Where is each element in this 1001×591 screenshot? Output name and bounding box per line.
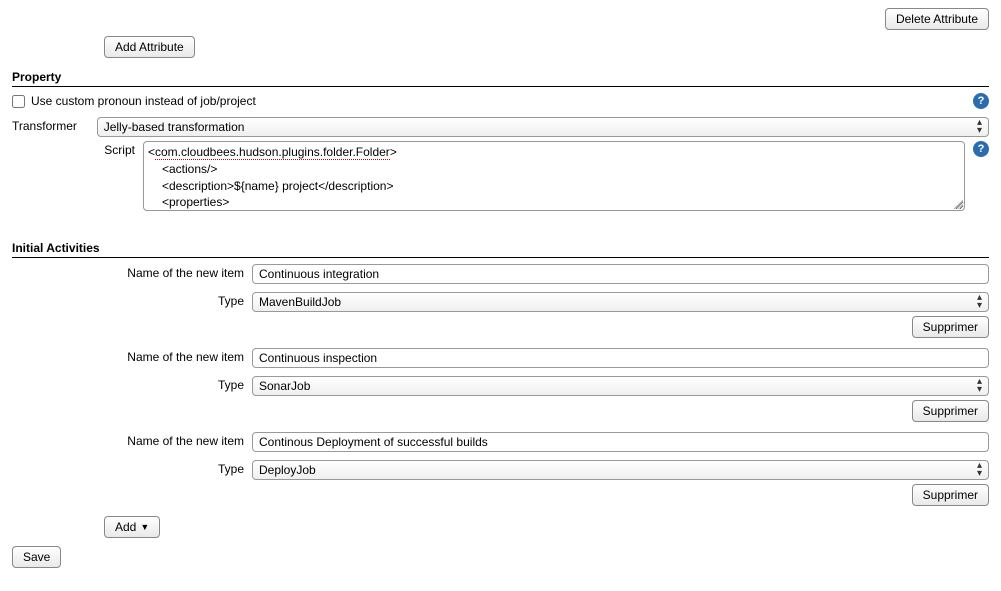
select-caret-icon: ▴▾	[977, 462, 982, 478]
script-line: <com.cloudbees.hudson.plugins.folder.Fol…	[148, 144, 960, 161]
select-caret-icon: ▴▾	[977, 378, 982, 394]
activity-block: Name of the new item Type SonarJob ▴▾ Suppri…	[12, 348, 989, 422]
activity-name-input[interactable]	[252, 264, 989, 284]
activity-type-value: SonarJob	[259, 379, 310, 393]
save-button[interactable]: Save	[12, 546, 61, 568]
transformer-select[interactable]: Jelly-based transformation ▴▾	[97, 117, 989, 137]
supprimer-button[interactable]: Supprimer	[912, 316, 989, 338]
transformer-selected-value: Jelly-based transformation	[104, 120, 245, 134]
resize-handle-icon[interactable]	[953, 199, 963, 209]
add-button-label: Add	[115, 520, 136, 534]
activity-block: Name of the new item Type MavenBuildJob ▴▾ S…	[12, 264, 989, 338]
supprimer-button[interactable]: Supprimer	[912, 484, 989, 506]
delete-attribute-button[interactable]: Delete Attribute	[885, 8, 989, 30]
activity-name-input[interactable]	[252, 348, 989, 368]
type-label: Type	[12, 292, 252, 308]
type-label: Type	[12, 460, 252, 476]
section-initial-activities-heading: Initial Activities	[12, 241, 989, 258]
select-caret-icon: ▴▾	[977, 294, 982, 310]
add-attribute-button[interactable]: Add Attribute	[104, 36, 195, 58]
activity-type-value: MavenBuildJob	[259, 295, 341, 309]
use-custom-pronoun-checkbox[interactable]	[12, 95, 25, 108]
script-line: <description>${name} project</descriptio…	[148, 178, 960, 195]
type-label: Type	[12, 376, 252, 392]
help-icon[interactable]: ?	[973, 141, 989, 157]
select-caret-icon: ▴▾	[977, 119, 982, 135]
script-line: <properties>	[148, 194, 960, 211]
dropdown-caret-icon: ▼	[140, 522, 149, 532]
use-custom-pronoun-label: Use custom pronoun instead of job/projec…	[31, 94, 959, 108]
name-of-new-item-label: Name of the new item	[12, 348, 252, 364]
transformer-label: Transformer	[12, 117, 97, 133]
script-line: <actions/>	[148, 161, 960, 178]
name-of-new-item-label: Name of the new item	[12, 264, 252, 280]
activity-type-select[interactable]: DeployJob ▴▾	[252, 460, 989, 480]
help-icon[interactable]: ?	[973, 93, 989, 109]
activity-type-value: DeployJob	[259, 463, 316, 477]
add-activity-button[interactable]: Add ▼	[104, 516, 160, 538]
script-textarea[interactable]: <com.cloudbees.hudson.plugins.folder.Fol…	[143, 141, 965, 211]
supprimer-button[interactable]: Supprimer	[912, 400, 989, 422]
activity-name-input[interactable]	[252, 432, 989, 452]
activity-type-select[interactable]: MavenBuildJob ▴▾	[252, 292, 989, 312]
name-of-new-item-label: Name of the new item	[12, 432, 252, 448]
activity-block: Name of the new item Type DeployJob ▴▾ Suppr…	[12, 432, 989, 506]
section-property-heading: Property	[12, 70, 989, 87]
script-label: Script	[12, 141, 143, 157]
activity-type-select[interactable]: SonarJob ▴▾	[252, 376, 989, 396]
